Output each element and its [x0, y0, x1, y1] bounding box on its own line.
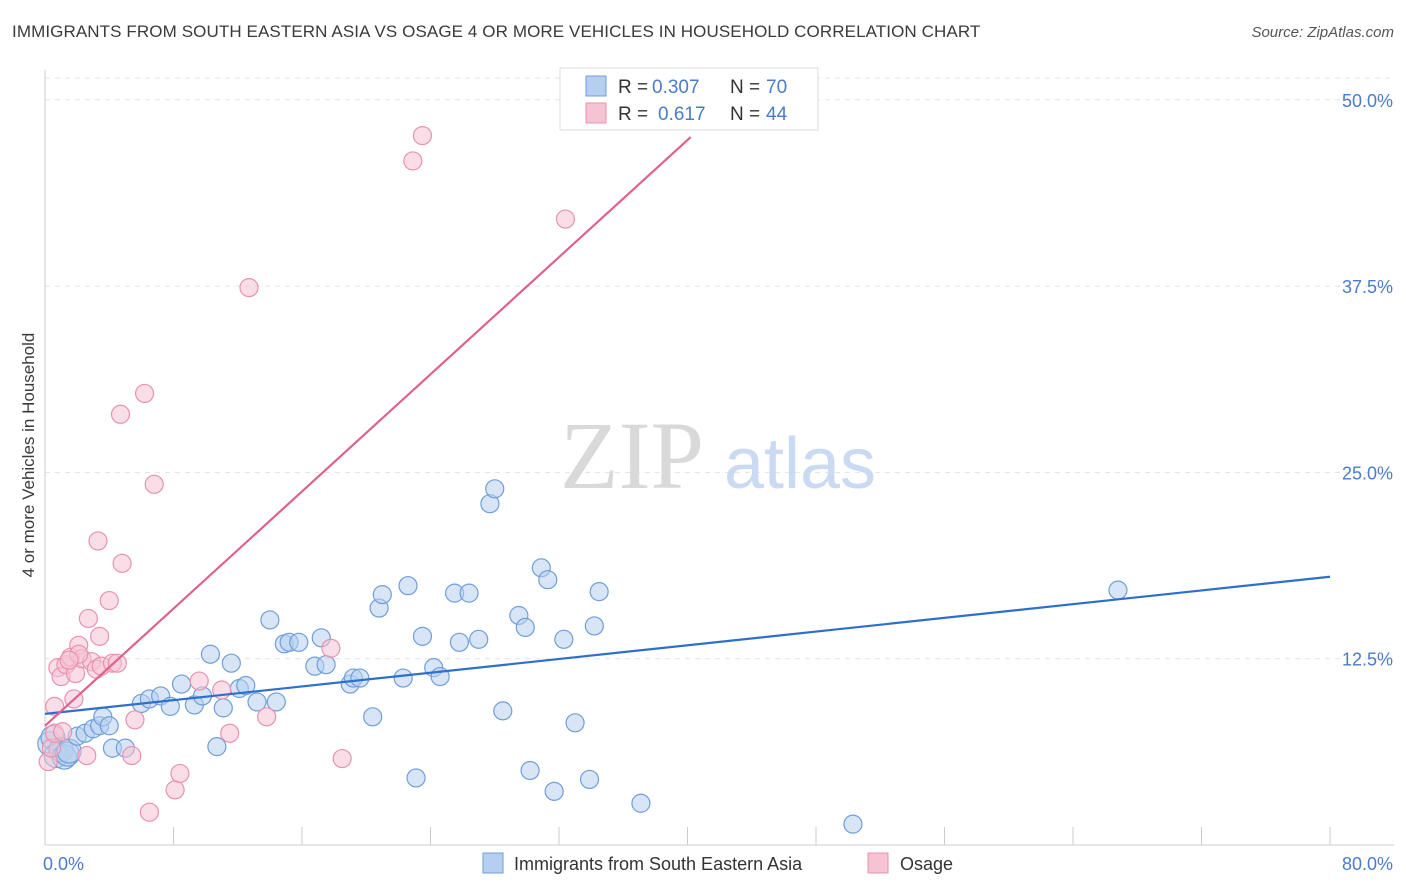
- y-tick-label: 37.5%: [1342, 277, 1393, 297]
- point-pink: [239, 277, 259, 298]
- point-pink: [189, 671, 209, 691]
- point-blue: [493, 701, 513, 721]
- stats-swatch-pink: [585, 102, 607, 124]
- point-pink: [170, 763, 190, 784]
- point-pink: [403, 151, 423, 171]
- point-blue: [469, 629, 489, 649]
- point-blue: [584, 616, 604, 636]
- point-pink: [220, 723, 240, 743]
- point-blue: [515, 617, 535, 638]
- point-blue: [363, 707, 383, 727]
- stats-n-label-pink: N =: [730, 104, 760, 125]
- point-blue: [221, 653, 241, 673]
- point-blue: [393, 668, 413, 688]
- point-blue: [200, 644, 221, 664]
- point-blue: [459, 583, 479, 603]
- chart-title: IMMIGRANTS FROM SOUTH EASTERN ASIA VS OS…: [12, 22, 981, 41]
- grid-lines: [45, 77, 1394, 660]
- x-tick-label-max: 80.0%: [1342, 854, 1393, 874]
- point-pink: [332, 748, 352, 769]
- point-blue: [350, 668, 370, 688]
- point-pink: [99, 590, 119, 611]
- source-label: Source: ZipAtlas.com: [1251, 24, 1394, 41]
- point-blue: [412, 626, 433, 646]
- point-blue: [538, 570, 558, 590]
- point-blue: [207, 737, 227, 757]
- trend-lines: [44, 136, 1331, 727]
- point-pink: [107, 653, 127, 673]
- stats-n-label-blue: N =: [730, 77, 760, 98]
- point-blue: [631, 793, 651, 813]
- x-tick-label-min: 0.0%: [43, 854, 84, 874]
- point-pink: [112, 553, 132, 573]
- point-pink: [555, 209, 576, 229]
- point-blue: [1108, 580, 1128, 600]
- trend-line-pink: [44, 136, 692, 727]
- point-pink: [412, 125, 433, 146]
- point-pink: [134, 383, 155, 404]
- watermark: ZIP atlas: [560, 402, 876, 509]
- legend-label-blue: Immigrants from South Eastern Asia: [514, 854, 803, 874]
- point-pink: [139, 802, 160, 822]
- point-blue: [520, 760, 540, 781]
- point-blue: [589, 582, 609, 602]
- point-blue: [266, 692, 286, 712]
- point-blue: [406, 768, 426, 788]
- point-pink: [88, 531, 108, 551]
- trend-line-blue: [44, 575, 1331, 715]
- axes: [44, 70, 1394, 846]
- point-pink: [53, 722, 73, 742]
- point-blue: [579, 769, 600, 790]
- legend-swatch-blue: [482, 852, 504, 874]
- stats-r-value-pink: 0.617: [658, 104, 706, 125]
- point-blue: [99, 716, 119, 736]
- point-blue: [213, 698, 233, 718]
- point-blue: [565, 713, 585, 733]
- point-blue: [449, 632, 470, 652]
- tick-labels: 12.5% 25.0% 37.5% 50.0% 0.0% 80.0%: [43, 91, 1393, 874]
- point-blue: [247, 692, 267, 712]
- point-blue: [485, 479, 505, 499]
- point-blue: [544, 781, 564, 801]
- point-pink: [110, 404, 131, 424]
- point-pink: [122, 745, 142, 766]
- point-pink: [45, 696, 65, 716]
- legend-label-pink: Osage: [900, 854, 953, 874]
- point-blue: [316, 655, 336, 675]
- series-legend: Immigrants from South Eastern Asia Osage: [482, 852, 953, 874]
- stats-swatch-blue: [585, 75, 607, 97]
- point-blue: [843, 814, 863, 834]
- y-tick-label: 12.5%: [1342, 650, 1393, 670]
- point-blue: [372, 585, 392, 605]
- point-blue: [260, 610, 280, 630]
- stats-n-value-pink: 44: [766, 104, 788, 125]
- point-pink: [144, 474, 164, 494]
- point-pink: [59, 650, 79, 670]
- point-blue: [289, 632, 309, 652]
- stats-legend: R = 0.307 N = 70 R = 0.617 N = 44: [559, 67, 819, 131]
- point-blue: [236, 675, 256, 696]
- legend-swatch-pink: [867, 852, 889, 874]
- point-blue: [554, 629, 574, 649]
- stats-r-label-pink: R =: [618, 104, 648, 125]
- y-tick-label: 25.0%: [1342, 463, 1393, 483]
- point-pink: [125, 710, 145, 730]
- point-pink: [257, 707, 277, 727]
- y-axis-label: 4 or more Vehicles in Household: [19, 333, 38, 578]
- watermark-atlas: atlas: [724, 424, 876, 504]
- stats-r-value-blue: 0.307: [652, 77, 700, 98]
- point-blue: [171, 674, 192, 694]
- stats-n-value-blue: 70: [766, 77, 787, 98]
- point-pink: [77, 745, 97, 766]
- stats-r-label-blue: R =: [618, 77, 648, 98]
- watermark-zip: ZIP: [560, 402, 704, 509]
- y-tick-label: 50.0%: [1342, 91, 1393, 111]
- point-blue: [398, 576, 418, 596]
- point-pink: [90, 626, 110, 646]
- point-pink: [78, 608, 98, 629]
- point-pink: [321, 638, 341, 658]
- point-pink: [165, 780, 185, 800]
